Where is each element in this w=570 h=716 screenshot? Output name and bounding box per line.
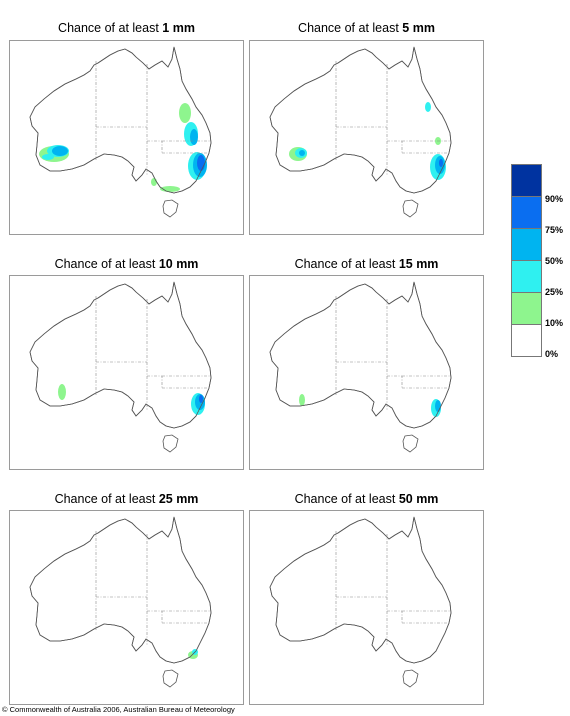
title-amount: 15 mm bbox=[398, 257, 439, 271]
legend-label-90: 90% bbox=[545, 194, 564, 204]
legend-label-50: 50% bbox=[545, 256, 564, 266]
legend-swatch-90 bbox=[511, 164, 542, 196]
state-boundaries bbox=[95, 61, 210, 176]
title-amount: 5 mm bbox=[402, 21, 435, 35]
title-prefix: Chance of at least bbox=[58, 21, 163, 35]
copyright-notice: © Commonwealth of Australia 2006, Austra… bbox=[2, 705, 235, 714]
panel-title-5mm: Chance of at least 5 mm bbox=[249, 20, 484, 36]
tasmania-coastline bbox=[402, 669, 419, 688]
map-15mm bbox=[249, 275, 484, 470]
map-25mm bbox=[9, 510, 244, 705]
state-boundaries bbox=[335, 531, 450, 646]
state-boundaries bbox=[95, 531, 210, 646]
rainfall-probability-area bbox=[151, 178, 157, 186]
australia-map bbox=[29, 46, 212, 218]
legend-label-25: 25% bbox=[545, 287, 564, 297]
panel-title-15mm: Chance of at least 15 mm bbox=[249, 256, 484, 272]
legend-swatch-10 bbox=[511, 292, 542, 324]
title-amount: 10 mm bbox=[158, 257, 199, 271]
title-prefix: Chance of at least bbox=[54, 257, 159, 271]
legend-label-10: 10% bbox=[545, 318, 564, 328]
rainfall-probability-area bbox=[52, 146, 68, 156]
legend-swatch-25 bbox=[511, 260, 542, 292]
tasmania-coastline bbox=[162, 199, 179, 218]
map-50mm bbox=[249, 510, 484, 705]
rainfall-probability-area bbox=[179, 103, 191, 123]
title-amount: 25 mm bbox=[158, 492, 199, 506]
color-legend bbox=[511, 164, 542, 357]
legend-label-0: 0% bbox=[545, 349, 559, 359]
rainfall-probability-area bbox=[42, 154, 54, 160]
australia-map bbox=[29, 516, 212, 688]
state-boundaries bbox=[95, 296, 210, 411]
state-boundaries bbox=[335, 61, 450, 176]
rainfall-probability-area bbox=[439, 159, 443, 167]
map-1mm bbox=[9, 40, 244, 235]
title-prefix: Chance of at least bbox=[298, 21, 403, 35]
map-10mm bbox=[9, 275, 244, 470]
title-prefix: Chance of at least bbox=[294, 492, 399, 506]
title-amount: 50 mm bbox=[398, 492, 439, 506]
australia-map bbox=[269, 281, 452, 453]
panel-title-10mm: Chance of at least 10 mm bbox=[9, 256, 244, 272]
rainfall-probability-area bbox=[190, 129, 198, 145]
rainfall-probability-area bbox=[199, 395, 203, 403]
title-prefix: Chance of at least bbox=[294, 257, 399, 271]
australia-map bbox=[269, 516, 452, 688]
australia-map bbox=[29, 281, 212, 453]
australia-map bbox=[269, 46, 452, 218]
legend-swatch-75 bbox=[511, 196, 542, 228]
tasmania-coastline bbox=[402, 434, 419, 453]
legend-swatch-0 bbox=[511, 324, 542, 357]
tasmania-coastline bbox=[162, 434, 179, 453]
rainfall-probability-area bbox=[299, 394, 305, 406]
panel-title-50mm: Chance of at least 50 mm bbox=[249, 491, 484, 507]
state-boundaries bbox=[335, 296, 450, 411]
map-5mm bbox=[249, 40, 484, 235]
tasmania-coastline bbox=[402, 199, 419, 218]
legend-label-75: 75% bbox=[545, 225, 564, 235]
title-amount: 1 mm bbox=[162, 21, 195, 35]
rainfall-probability-area bbox=[58, 384, 66, 400]
tasmania-coastline bbox=[162, 669, 179, 688]
panel-title-1mm: Chance of at least 1 mm bbox=[9, 20, 244, 36]
rainfall-probability-area bbox=[197, 155, 205, 171]
legend-swatch-50 bbox=[511, 228, 542, 260]
rainfall-probability-area bbox=[435, 400, 441, 412]
rainfall-probability-area bbox=[425, 102, 431, 112]
title-prefix: Chance of at least bbox=[54, 492, 159, 506]
rainfall-probability-area bbox=[299, 150, 305, 156]
panel-title-25mm: Chance of at least 25 mm bbox=[9, 491, 244, 507]
